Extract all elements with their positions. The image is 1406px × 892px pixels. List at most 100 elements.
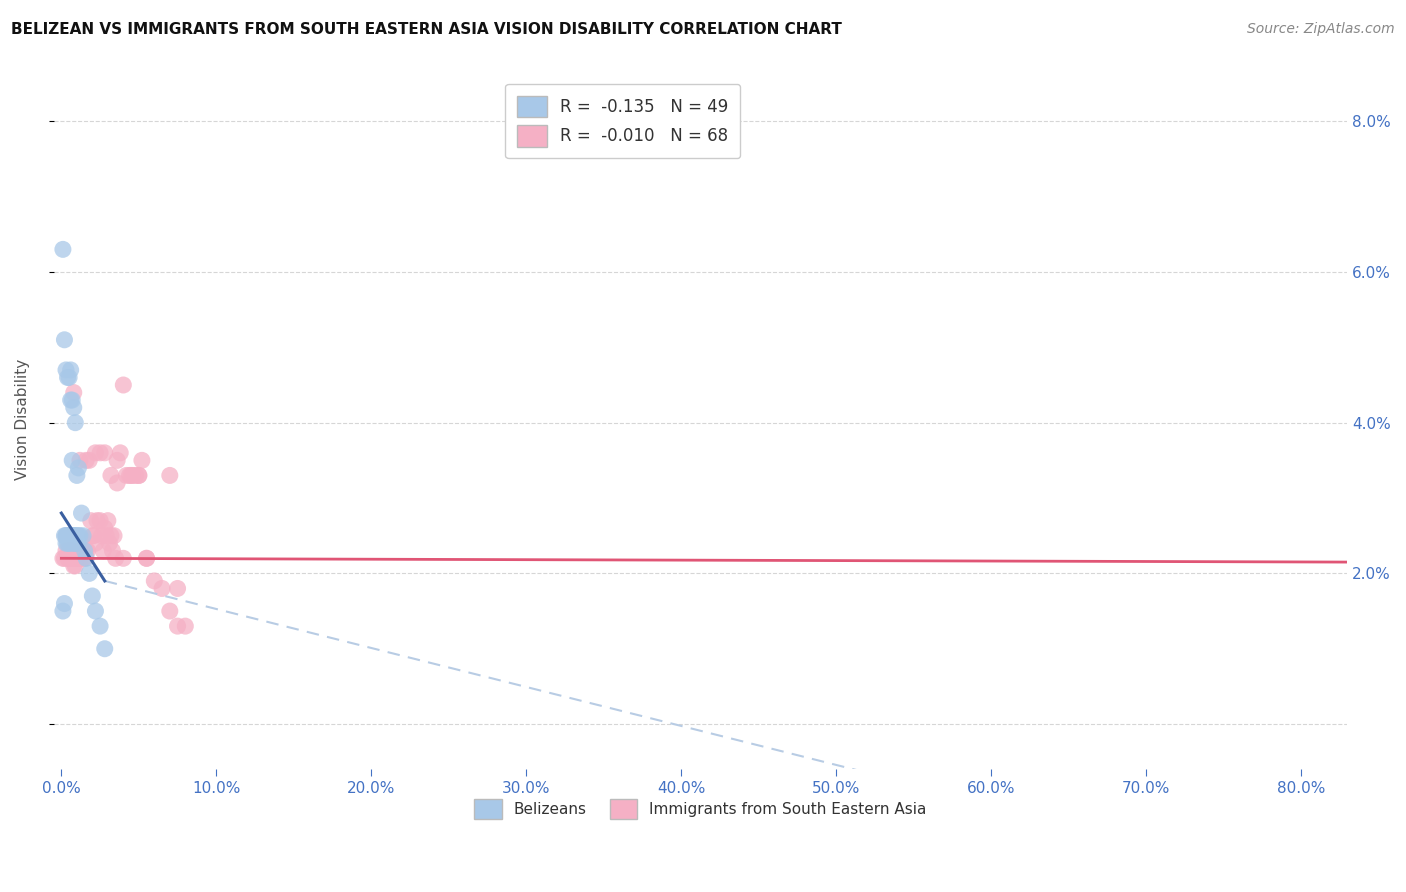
Point xyxy=(60,453,83,467)
Point xyxy=(56,536,79,550)
Point xyxy=(83,529,105,543)
Point xyxy=(65,536,87,550)
Point xyxy=(55,543,77,558)
Point xyxy=(66,529,89,543)
Point xyxy=(56,529,79,543)
Legend: Belizeans, Immigrants from South Eastern Asia: Belizeans, Immigrants from South Eastern… xyxy=(468,793,934,825)
Point xyxy=(97,514,120,528)
Point xyxy=(69,551,91,566)
Point xyxy=(67,536,90,550)
Point xyxy=(118,468,141,483)
Point xyxy=(89,514,111,528)
Point xyxy=(53,551,76,566)
Point xyxy=(84,536,107,550)
Point xyxy=(90,529,112,543)
Point xyxy=(65,558,87,573)
Point xyxy=(70,543,93,558)
Point xyxy=(62,401,84,415)
Point xyxy=(65,416,87,430)
Point xyxy=(60,393,83,408)
Point xyxy=(62,551,84,566)
Point xyxy=(76,543,98,558)
Point xyxy=(150,582,173,596)
Point xyxy=(59,393,82,408)
Point xyxy=(104,551,127,566)
Point xyxy=(60,551,83,566)
Point xyxy=(62,536,84,550)
Point xyxy=(110,446,132,460)
Y-axis label: Vision Disability: Vision Disability xyxy=(15,359,30,480)
Point xyxy=(65,551,87,566)
Point xyxy=(96,529,118,543)
Point xyxy=(62,529,84,543)
Point xyxy=(52,604,75,618)
Text: BELIZEAN VS IMMIGRANTS FROM SOUTH EASTERN ASIA VISION DISABILITY CORRELATION CHA: BELIZEAN VS IMMIGRANTS FROM SOUTH EASTER… xyxy=(11,22,842,37)
Point xyxy=(59,551,82,566)
Point xyxy=(174,619,197,633)
Point xyxy=(67,543,90,558)
Point xyxy=(121,468,143,483)
Point xyxy=(59,529,82,543)
Point xyxy=(60,529,83,543)
Point xyxy=(53,529,76,543)
Point xyxy=(72,529,94,543)
Point xyxy=(112,551,135,566)
Point xyxy=(101,543,124,558)
Point xyxy=(66,468,89,483)
Point xyxy=(66,551,89,566)
Point xyxy=(60,543,83,558)
Point xyxy=(105,453,128,467)
Point xyxy=(69,529,91,543)
Point xyxy=(93,446,115,460)
Point xyxy=(75,551,97,566)
Point xyxy=(166,619,188,633)
Point xyxy=(67,461,90,475)
Point xyxy=(65,529,87,543)
Point xyxy=(60,529,83,543)
Point xyxy=(65,536,87,550)
Point xyxy=(52,551,75,566)
Point xyxy=(58,536,80,550)
Point xyxy=(72,551,94,566)
Point xyxy=(159,468,181,483)
Point xyxy=(58,543,80,558)
Point xyxy=(135,551,157,566)
Point xyxy=(84,604,107,618)
Point xyxy=(128,468,150,483)
Point xyxy=(77,453,100,467)
Point xyxy=(55,536,77,550)
Point xyxy=(52,243,75,257)
Point xyxy=(55,529,77,543)
Point xyxy=(56,370,79,384)
Point xyxy=(159,604,181,618)
Point xyxy=(82,589,104,603)
Point xyxy=(62,529,84,543)
Point xyxy=(60,529,83,543)
Point xyxy=(58,529,80,543)
Point xyxy=(53,333,76,347)
Point xyxy=(112,378,135,392)
Point xyxy=(93,641,115,656)
Point xyxy=(105,475,128,490)
Point xyxy=(86,514,108,528)
Point xyxy=(62,385,84,400)
Point xyxy=(75,453,97,467)
Point xyxy=(73,543,96,558)
Point xyxy=(59,536,82,550)
Point xyxy=(100,529,122,543)
Point xyxy=(131,453,153,467)
Point xyxy=(69,453,91,467)
Point xyxy=(58,529,80,543)
Point xyxy=(59,363,82,377)
Point xyxy=(120,468,142,483)
Point xyxy=(98,536,121,550)
Point xyxy=(77,566,100,581)
Point xyxy=(84,446,107,460)
Point xyxy=(58,370,80,384)
Point xyxy=(128,468,150,483)
Point xyxy=(135,551,157,566)
Point xyxy=(89,446,111,460)
Point xyxy=(125,468,148,483)
Point xyxy=(89,619,111,633)
Point xyxy=(166,582,188,596)
